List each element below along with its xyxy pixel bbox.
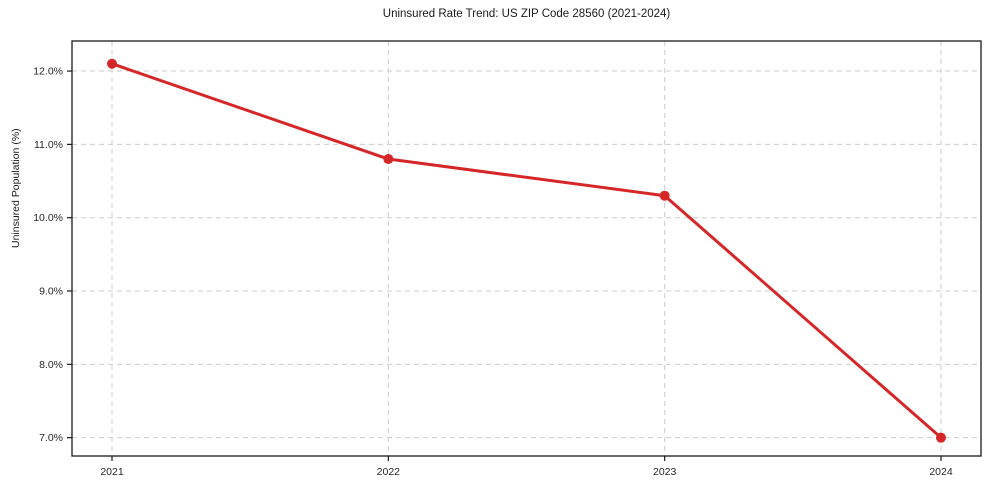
data-point-markers [107,58,946,443]
data-point [383,154,394,165]
data-point [107,58,117,69]
x-tick-label: 2022 [377,466,401,478]
y-tick-label: 11.0% [34,139,63,151]
x-tick-label: 2021 [100,466,124,478]
trend-line [110,62,943,440]
x-tick-label: 2024 [929,466,953,478]
x-tick-label: 2023 [653,466,677,478]
y-tick-label: 10.0% [33,212,63,224]
y-tick-label: 7.0% [39,432,63,444]
data-point [659,190,670,201]
y-tick-label: 9.0% [39,286,63,298]
data-point [936,432,946,443]
plot-spines [71,40,982,457]
axis-ticks [67,70,942,461]
gridlines [72,41,981,456]
axis-tick-labels: 7.0% 8.0% 9.0% 10.0% 11.0% 12.0% 2021 2022 2023 2… [33,66,953,478]
chart-title: Uninsured Rate Trend: US ZIP Code 28560 … [382,8,671,20]
y-tick-label: 12.0% [33,66,63,78]
y-tick-label: 8.0% [39,359,63,371]
